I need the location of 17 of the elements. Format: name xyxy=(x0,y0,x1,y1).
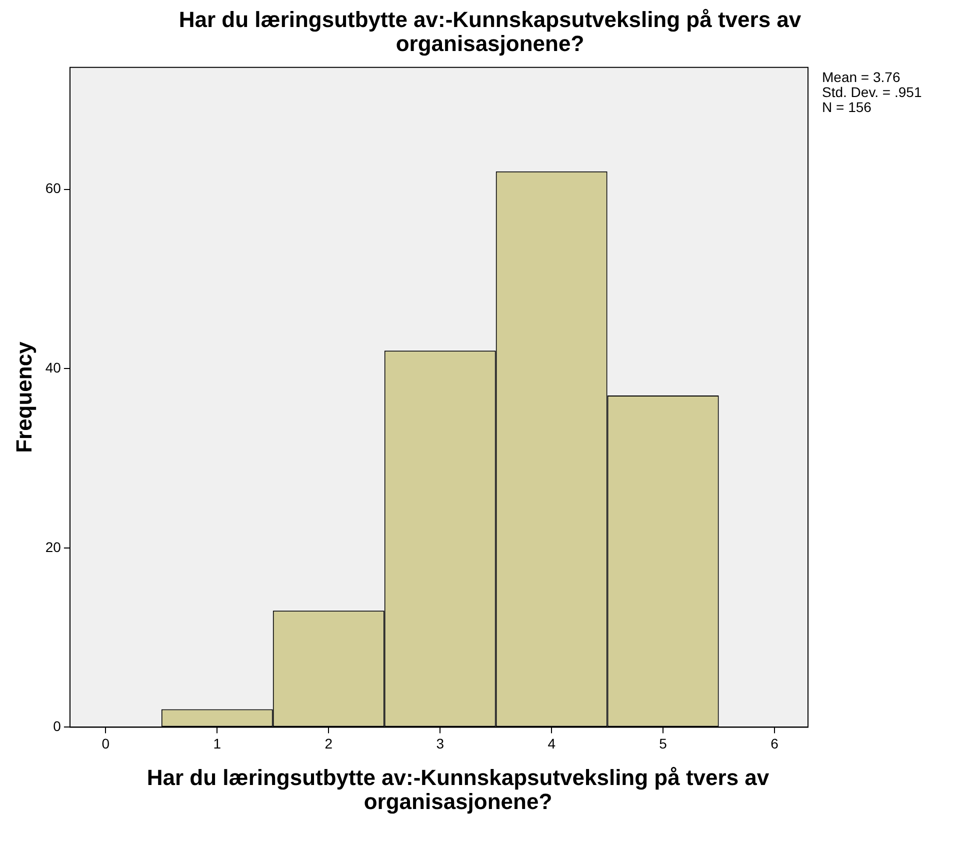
y-tick-label: 20 xyxy=(45,538,62,555)
y-tick-label: 40 xyxy=(45,359,62,376)
text: Std. Dev. = .951 xyxy=(822,84,922,100)
x-tick-label: 4 xyxy=(548,735,556,752)
x-axis-title: Har du læringsutbytte av:-Kunnskapsutveksling på tvers av organisasjonene? xyxy=(146,765,770,814)
x-tick-label: 3 xyxy=(436,735,444,752)
text: Mean = 3.76 xyxy=(822,69,902,85)
text: N = 156 xyxy=(822,99,872,115)
x-tick-label: 1 xyxy=(213,735,222,752)
y-axis-title: Frequency xyxy=(11,340,36,453)
y-tick-label: 60 xyxy=(45,180,62,196)
y-tick-label: 0 xyxy=(53,718,62,734)
x-tick-label: 2 xyxy=(324,735,333,752)
x-tick-label: 5 xyxy=(659,735,668,752)
x-tick-label: 6 xyxy=(770,735,779,752)
chart-title: Har du læringsutbytte av:-Kunnskapsutveksling på tvers av organisasjonene? xyxy=(178,7,802,56)
x-tick-label: 0 xyxy=(102,735,110,752)
